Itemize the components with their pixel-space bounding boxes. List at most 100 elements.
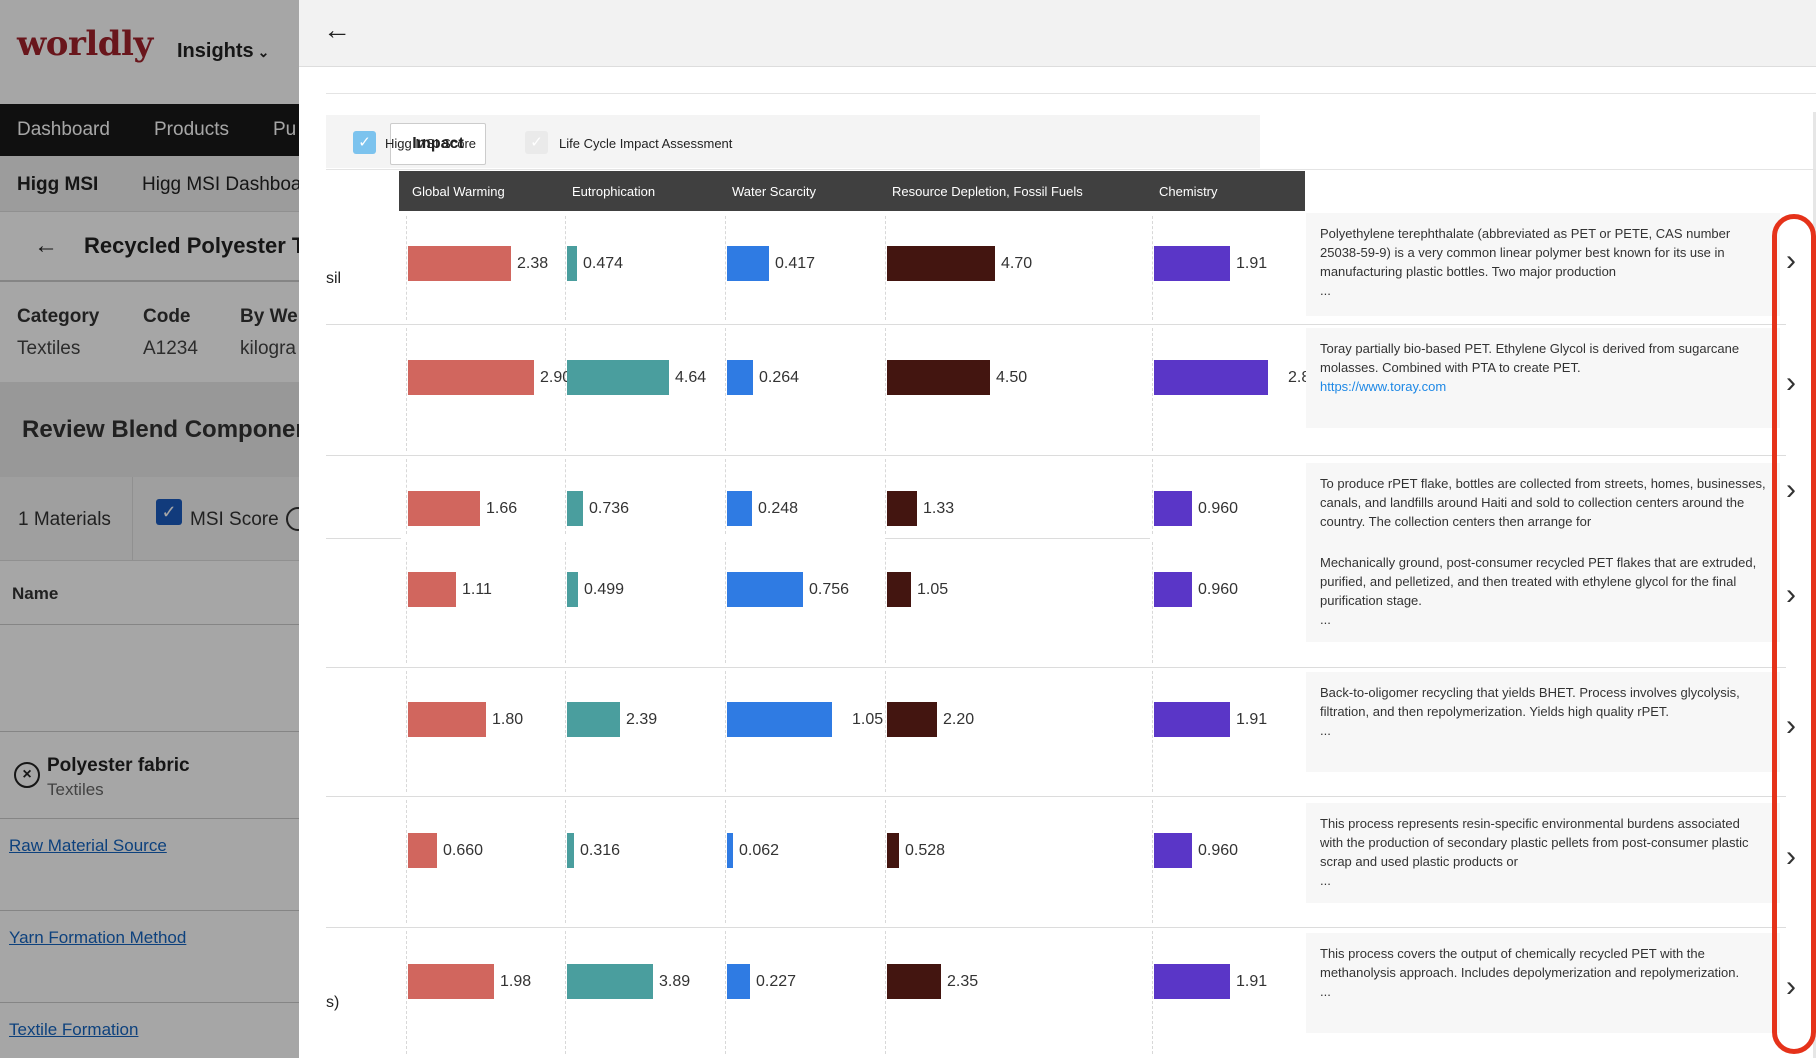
value-water-scarcity: 0.227: [756, 973, 797, 990]
msi-score-checkbox[interactable]: ✓: [156, 499, 182, 525]
column-separator: [885, 542, 886, 663]
impact-tab-bar: Impact ✓ Higg MSI Score ✓ Life Cycle Imp…: [326, 115, 1260, 168]
column-separator: [1152, 542, 1153, 663]
bar-chemistry: [1154, 964, 1230, 999]
bar-chemistry: [1154, 360, 1268, 395]
row-name-truncated: sil: [326, 270, 342, 287]
column-separator: [565, 328, 566, 451]
bar-water-scarcity: [727, 360, 753, 395]
arrow-left-icon[interactable]: ←: [323, 14, 351, 45]
review-title: Review Blend Componen: [22, 416, 311, 443]
chevron-right-icon[interactable]: ›: [1786, 970, 1796, 1003]
higg-msi-checkbox[interactable]: ✓: [353, 131, 376, 154]
description-body: Back-to-oligomer recycling that yields B…: [1320, 685, 1740, 719]
bar-chemistry: [1154, 702, 1230, 737]
column-separator: [565, 671, 566, 792]
chevron-right-icon[interactable]: ›: [1786, 244, 1796, 277]
info-value: Textiles: [17, 338, 81, 359]
worldly-logo[interactable]: worldly: [17, 24, 153, 64]
col-chemistry: Chemistry: [1159, 184, 1218, 199]
nav-products[interactable]: Products: [154, 119, 229, 140]
column-separator: [406, 931, 407, 1054]
value-global-warming: 1.11: [462, 581, 492, 598]
remove-icon[interactable]: ×: [14, 762, 40, 788]
description-text: To produce rPET flake, bottles are colle…: [1320, 474, 1766, 531]
column-separator: [725, 542, 726, 663]
column-separator: [1152, 459, 1153, 534]
bar-eutrophication: [567, 360, 669, 395]
value-fossil-fuels: 4.50: [996, 369, 1028, 386]
bar-global-warming: [408, 964, 494, 999]
chevron-right-icon[interactable]: ›: [1786, 473, 1796, 506]
value-fossil-fuels: 2.35: [947, 973, 979, 990]
value-global-warming: 2.38: [517, 255, 549, 272]
lca-checkbox[interactable]: ✓: [525, 131, 548, 154]
component-name: Polyester fabric: [47, 755, 190, 776]
value-eutrophication: 0.499: [584, 581, 625, 598]
bar-eutrophication: [567, 964, 653, 999]
col-water-scarcity: Water Scarcity: [732, 184, 817, 199]
bar-eutrophication: [567, 246, 577, 281]
msi-score-label: MSI Score: [190, 509, 279, 530]
checkmark-icon: ✓: [358, 134, 371, 151]
column-separator: [725, 671, 726, 792]
row-divider: [326, 455, 1786, 456]
chevron-right-icon[interactable]: ›: [1786, 709, 1796, 742]
column-separator: [406, 800, 407, 923]
insights-menu[interactable]: Insights ⌄: [177, 40, 269, 63]
bar-chemistry: [1154, 572, 1192, 607]
description-text: This process covers the output of chemic…: [1320, 944, 1766, 1001]
column-separator: [565, 542, 566, 663]
description-link[interactable]: https://www.toray.com: [1320, 379, 1447, 394]
chevron-right-icon[interactable]: ›: [1786, 840, 1796, 873]
value-global-warming: 0.660: [443, 842, 484, 859]
value-fossil-fuels: 1.33: [923, 500, 955, 517]
nav-purchases[interactable]: Pu: [273, 119, 297, 140]
subnav-higg-msi[interactable]: Higg MSI: [17, 174, 99, 195]
col-eutrophication: Eutrophication: [572, 184, 656, 199]
name-column-header: Name: [12, 584, 59, 603]
value-water-scarcity: 1.05: [852, 711, 884, 728]
row-divider: [326, 324, 1786, 325]
description-ellipsis: ...: [1320, 612, 1331, 627]
column-separator: [406, 542, 407, 663]
value-chemistry: 1.91: [1236, 711, 1268, 728]
tab-impact[interactable]: Impact: [390, 123, 486, 165]
chevron-right-icon[interactable]: ›: [1786, 578, 1796, 611]
info-value: kilogra: [240, 338, 296, 359]
textile-formation-link[interactable]: Textile Formation: [9, 1020, 139, 1039]
divider: [326, 169, 1816, 170]
divider: [132, 477, 133, 561]
bar-eutrophication: [567, 702, 620, 737]
info-key: Category: [17, 306, 100, 327]
chevron-down-icon: ⌄: [257, 44, 270, 60]
value-chemistry: 0.960: [1198, 581, 1239, 598]
bar-water-scarcity: [727, 572, 803, 607]
bar-fossil-fuels: [887, 833, 899, 868]
bar-chemistry: [1154, 833, 1192, 868]
row-description: Toray partially bio-based PET. Ethylene …: [1306, 328, 1780, 428]
value-global-warming: 1.98: [500, 973, 532, 990]
description-body: This process represents resin-specific e…: [1320, 816, 1749, 869]
column-separator: [885, 216, 886, 320]
column-separator: [406, 459, 407, 534]
raw-material-source-link[interactable]: Raw Material Source: [9, 836, 167, 855]
subnav-higg-msi-dashboard[interactable]: Higg MSI Dashboa: [142, 174, 302, 195]
column-separator: [565, 459, 566, 534]
description-text: Toray partially bio-based PET. Ethylene …: [1320, 339, 1766, 396]
bar-fossil-fuels: [887, 360, 990, 395]
arrow-left-icon[interactable]: ←: [34, 232, 58, 259]
row-divider: [326, 796, 1786, 797]
row-name-truncated: s): [326, 994, 340, 1011]
value-water-scarcity: 0.417: [775, 255, 816, 272]
value-eutrophication: 2.39: [626, 711, 658, 728]
checkmark-icon: ✓: [530, 134, 543, 151]
description-body: To produce rPET flake, bottles are colle…: [1320, 476, 1766, 529]
insights-label: Insights: [177, 40, 254, 62]
column-separator: [725, 459, 726, 534]
column-separator: [725, 328, 726, 451]
value-water-scarcity: 0.264: [759, 369, 800, 386]
nav-dashboard[interactable]: Dashboard: [17, 119, 110, 140]
yarn-formation-link[interactable]: Yarn Formation Method: [9, 928, 187, 947]
chevron-right-icon[interactable]: ›: [1786, 366, 1796, 399]
